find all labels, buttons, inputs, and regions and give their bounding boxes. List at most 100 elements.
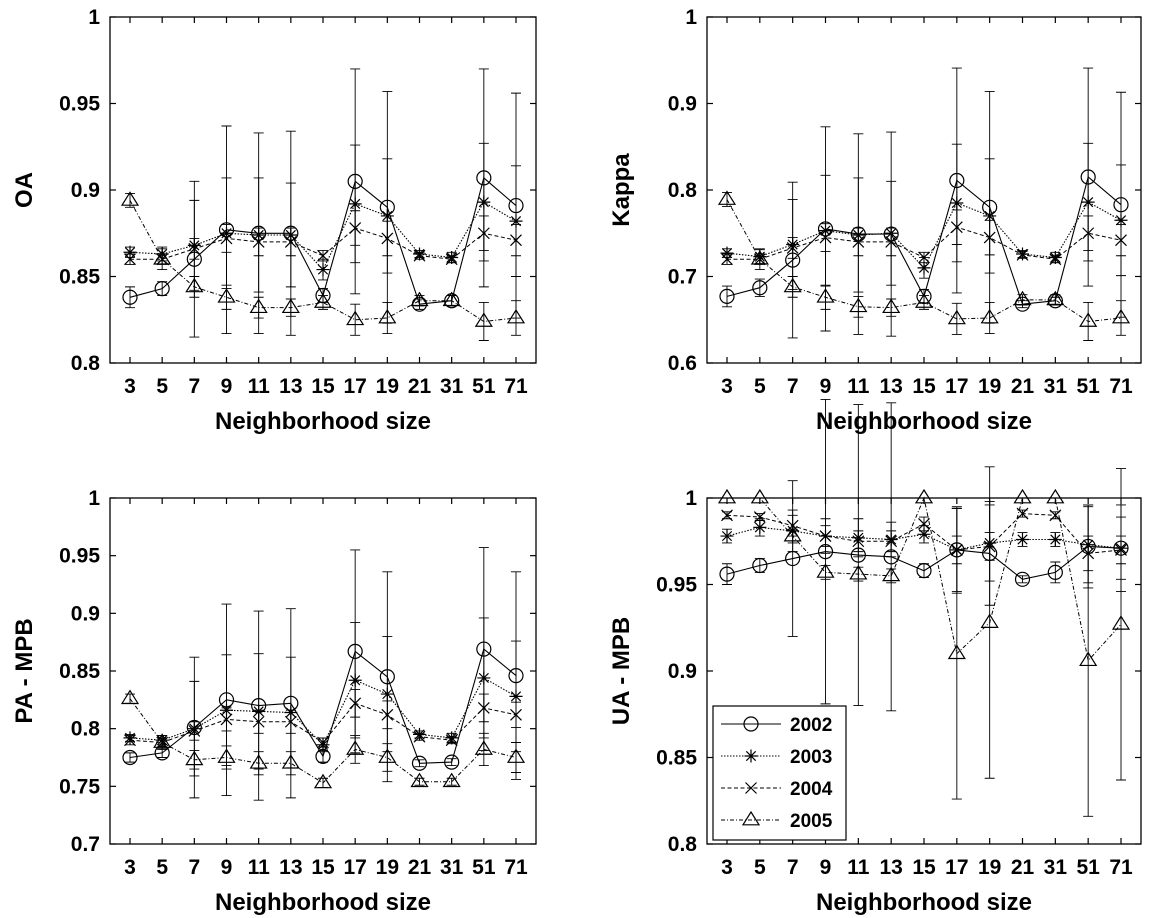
data-point <box>477 196 490 209</box>
y-axis-label: UA - MPB <box>608 617 635 725</box>
y-tick-label: 1 <box>685 487 697 510</box>
x-tick-label: 3 <box>124 375 136 398</box>
x-axis-label: Neighborhood size <box>215 408 431 435</box>
plot-frame <box>110 498 536 844</box>
x-tick-label: 3 <box>721 856 733 879</box>
data-point <box>381 688 394 701</box>
x-tick-label: 5 <box>754 856 766 879</box>
y-tick-label: 0.7 <box>668 266 697 289</box>
data-point <box>349 197 362 210</box>
error-bar <box>919 564 929 578</box>
y-tick-label: 1 <box>685 6 697 29</box>
x-axis-label: Neighborhood size <box>215 889 431 916</box>
x-tick-label: 21 <box>1011 856 1035 879</box>
y-tick-label: 0.9 <box>71 602 100 625</box>
x-tick-label: 19 <box>978 856 1001 879</box>
error-bar <box>1050 295 1060 305</box>
y-tick-label: 0.85 <box>656 747 697 770</box>
data-point <box>317 263 330 276</box>
x-tick-label: 15 <box>912 856 936 879</box>
x-tick-label: 13 <box>279 856 302 879</box>
x-tick-label: 11 <box>248 375 271 398</box>
data-point <box>950 196 963 209</box>
legend: 2002 2003 2004 2005 <box>713 706 846 840</box>
x-tick-label: 31 <box>1044 856 1068 879</box>
error-bar <box>382 744 392 772</box>
series-2004 <box>125 211 522 265</box>
x-tick-label: 13 <box>879 375 902 398</box>
y-tick-label: 1 <box>88 487 100 510</box>
x-tick-label: 5 <box>156 375 168 398</box>
error-bar <box>1083 302 1093 340</box>
x-tick-label: 19 <box>376 375 399 398</box>
error-bar <box>985 467 995 778</box>
x-tick-label: 11 <box>847 856 870 879</box>
data-point <box>1049 533 1062 546</box>
x-tick-label: 17 <box>945 856 968 879</box>
x-tick-label: 15 <box>912 375 936 398</box>
x-axis-label: Neighborhood size <box>816 408 1032 435</box>
x-tick-label: 9 <box>221 856 233 879</box>
x-tick-label: 9 <box>820 375 832 398</box>
error-bar <box>788 481 798 637</box>
x-tick-label: 71 <box>1109 856 1133 879</box>
y-tick-label: 0.9 <box>668 660 697 683</box>
x-tick-label: 11 <box>847 375 870 398</box>
data-point <box>721 530 734 543</box>
x-tick-label: 71 <box>504 856 528 879</box>
x-tick-label: 31 <box>1044 375 1068 398</box>
data-point <box>381 209 394 222</box>
x-tick-label: 31 <box>440 375 464 398</box>
data-point <box>477 671 490 684</box>
y-tick-label: 0.95 <box>59 545 100 568</box>
error-bar <box>511 743 521 773</box>
y-axis-label: PA - MPB <box>11 618 38 723</box>
x-tick-label: 71 <box>1109 375 1133 398</box>
series-line <box>727 177 1121 304</box>
error-bar <box>350 736 360 764</box>
y-tick-label: 0.9 <box>71 179 100 202</box>
x-tick-label: 5 <box>156 856 168 879</box>
plot-frame <box>707 17 1141 363</box>
legend-label: 2003 <box>790 747 832 768</box>
y-tick-label: 0.8 <box>668 833 698 856</box>
x-tick-label: 51 <box>1076 375 1100 398</box>
error-bar <box>952 303 962 334</box>
x-tick-label: 5 <box>754 375 766 398</box>
error-bar <box>1083 505 1093 816</box>
x-tick-label: 15 <box>311 856 335 879</box>
x-tick-label: 19 <box>376 856 399 879</box>
data-point <box>510 690 523 703</box>
x-tick-label: 71 <box>504 375 528 398</box>
x-tick-label: 21 <box>408 375 432 398</box>
legend-label: 2004 <box>790 779 833 800</box>
data-point <box>1082 196 1095 209</box>
series-2002 <box>123 548 523 801</box>
x-tick-label: 13 <box>279 375 302 398</box>
x-tick-label: 13 <box>879 856 902 879</box>
y-tick-label: 1 <box>88 6 100 29</box>
error-bar <box>189 751 199 769</box>
y-tick-label: 0.9 <box>668 93 697 116</box>
data-point <box>1016 533 1029 546</box>
y-tick-label: 0.8 <box>71 718 101 741</box>
y-tick-label: 0.7 <box>71 833 100 856</box>
x-tick-label: 17 <box>343 856 366 879</box>
series-line <box>130 703 516 742</box>
x-tick-label: 19 <box>978 375 1001 398</box>
x-tick-label: 9 <box>221 375 233 398</box>
series-2004 <box>722 210 1127 265</box>
error-bar <box>985 302 995 333</box>
y-axis-label: Kappa <box>608 153 635 227</box>
y-tick-label: 0.85 <box>59 660 100 683</box>
error-bar <box>318 751 328 763</box>
x-tick-label: 15 <box>311 375 335 398</box>
data-point <box>753 521 766 534</box>
x-tick-label: 11 <box>248 856 271 879</box>
x-tick-label: 3 <box>124 856 136 879</box>
y-tick-label: 0.95 <box>59 93 100 116</box>
y-tick-label: 0.6 <box>668 352 697 375</box>
data-point <box>349 674 362 687</box>
